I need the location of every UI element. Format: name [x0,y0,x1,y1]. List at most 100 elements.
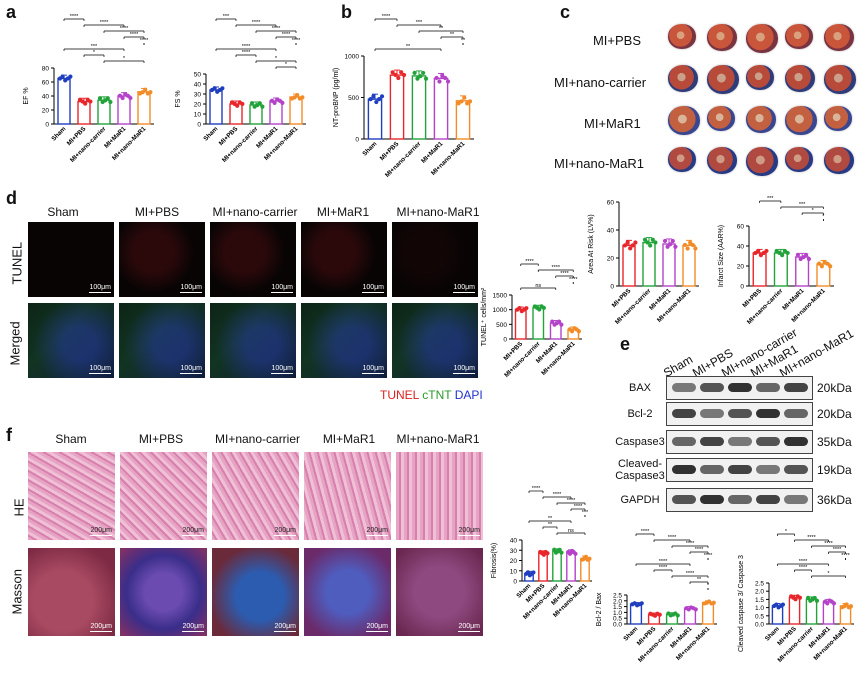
bar [805,598,818,625]
data-point [801,255,806,260]
blot-band [700,465,724,474]
blot-band [784,383,808,392]
y-axis-label: TUNEL⁺ cells/mm² [481,287,488,346]
data-point [812,595,817,601]
data-point [68,74,73,79]
data-point [848,604,854,609]
data-point [295,93,300,98]
scale-bar-label: 200μm [366,527,388,536]
x-tick-label: MI+nano-MaR1 [675,625,712,662]
data-point [524,306,529,311]
data-point [693,246,698,251]
chart-infarct-size: Infarct Size (AAR%) 0204060MI+PBSMI+nano-… [718,196,834,326]
he-image: 200μm [396,452,483,540]
he-image: 200μm [120,452,207,540]
data-point [825,261,830,266]
he-row-label: HE [11,498,27,517]
masson-image: 200μm [304,548,391,636]
stain-legend-tunel: TUNEL [380,388,419,402]
merged-image: 100μm [392,303,478,378]
heart-slice [707,106,735,131]
data-point [220,86,225,91]
significance-label: ** [548,522,553,528]
bar [455,100,471,140]
significance-label: *** [91,44,98,50]
significance-label: **** [799,559,808,565]
data-point [390,70,395,75]
bar [411,75,427,140]
tunel-image: 100μm [28,222,114,297]
heart-row-label-nanomar1: MI+nano-MaR1 [554,156,644,171]
blot-band [728,465,752,474]
significance-label: **** [551,265,560,271]
scale-bar-label: 100μm [362,365,384,374]
y-tick-label: 0 [513,579,517,586]
scale-bar-label: 100μm [271,284,293,293]
data-point [756,248,761,254]
bar [773,252,788,287]
significance-label: **** [532,486,541,492]
tunel-image: 100μm [301,222,387,297]
blot-lane-labels: Sham MI+PBS MI+nano-carrier MI+MaR1 MI+nano-… [661,325,856,380]
significance-label: *** [416,20,423,26]
heart-slice [746,106,776,133]
significance-label: *** [223,14,230,20]
y-tick-label: 1.0 [613,610,622,617]
chart-fs: FS %01020304050ShamMI+PBSMI+nano-carrier… [175,14,306,164]
x-tick-label: MI+nano-carrier [614,287,653,326]
y-tick-label: 10 [194,112,202,119]
merged-image: 100μm [28,303,114,378]
data-point [569,329,575,334]
data-point [260,104,265,109]
bar [137,91,151,125]
masson-image: 200μm [28,548,115,636]
significance-label: * [812,208,815,214]
significance-label: **** [272,26,281,32]
data-point [368,97,373,102]
y-tick-label: 2.0 [755,589,764,596]
bar [209,89,223,125]
y-tick-label: 60 [42,80,50,87]
bar [269,100,283,125]
bar [367,98,383,140]
y-axis-label: Fibrosis(%) [491,543,498,578]
y-tick-label: 40 [607,228,615,235]
data-point [650,237,655,242]
y-tick-label: 0 [45,122,49,129]
significance-label: * [275,56,278,62]
significance-label: * [785,529,788,535]
tunel-image-grid: 100μm 100μm 100μm 100μm 100μm 100μm 100μm 100μm… [28,222,480,382]
blot-strip [666,376,813,400]
scale-bar-label: 100μm [180,365,202,374]
blot-band [756,409,780,418]
data-point [440,73,445,78]
significance-label: **** [560,271,569,277]
western-blot: BAX 20kDa Bcl-2 20kDa Caspase3 35kDa Cleaved- … [614,374,864,524]
data-point [693,607,698,612]
blot-strip [666,430,813,454]
merged-image: 100μm [119,303,205,378]
blot-band [728,383,752,392]
chart-fibrosis: Fibrosis(%)010203040ShamMI+PBSMI+nano-ca… [491,486,592,621]
tunel-col-sham: Sham [47,205,79,219]
data-point [272,100,277,105]
y-tick-label: 40 [737,244,745,251]
blot-band [672,437,696,446]
bar [752,252,767,287]
y-axis-label: Cleaved caspase 3/ Caspase 3 [738,555,745,652]
bar [629,603,643,625]
y-tick-label: 20 [194,102,202,109]
data-point [240,101,245,107]
heart-slice [785,65,815,92]
heart-slice [785,24,813,49]
y-tick-label: 20 [737,264,745,271]
tunel-image: 100μm [210,222,296,297]
data-point [825,601,830,606]
y-tick-label: 2.5 [613,593,622,600]
tunel-col-nanomar1: MI+nano-MaR1 [396,205,480,219]
heart-slice [824,65,856,94]
data-point [140,90,145,95]
significance-label: *** [582,510,589,516]
blot-band [700,495,724,504]
heart-slice [707,65,739,94]
